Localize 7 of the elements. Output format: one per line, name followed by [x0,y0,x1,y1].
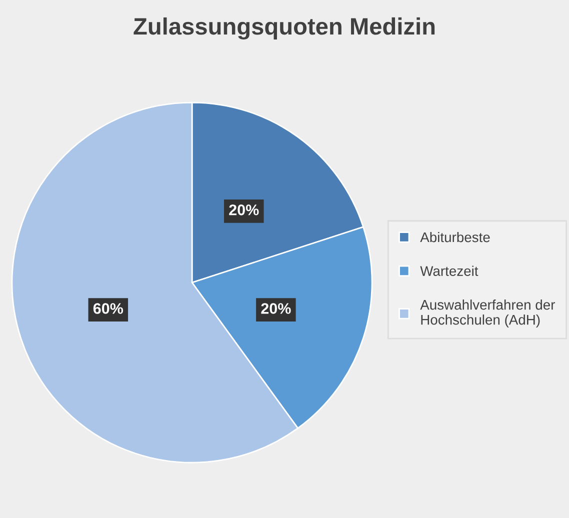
legend-label: Auswahlverfahren der Hochschulen (AdH) [420,300,555,328]
legend-label: Abiturbeste [420,232,490,242]
data-label: 60% [93,303,124,314]
legend-label: Wartezeit [420,266,478,276]
data-label: 20% [261,303,291,314]
chart-title: Zulassungsquoten Medizin [134,17,435,40]
data-label: 20% [229,204,259,216]
